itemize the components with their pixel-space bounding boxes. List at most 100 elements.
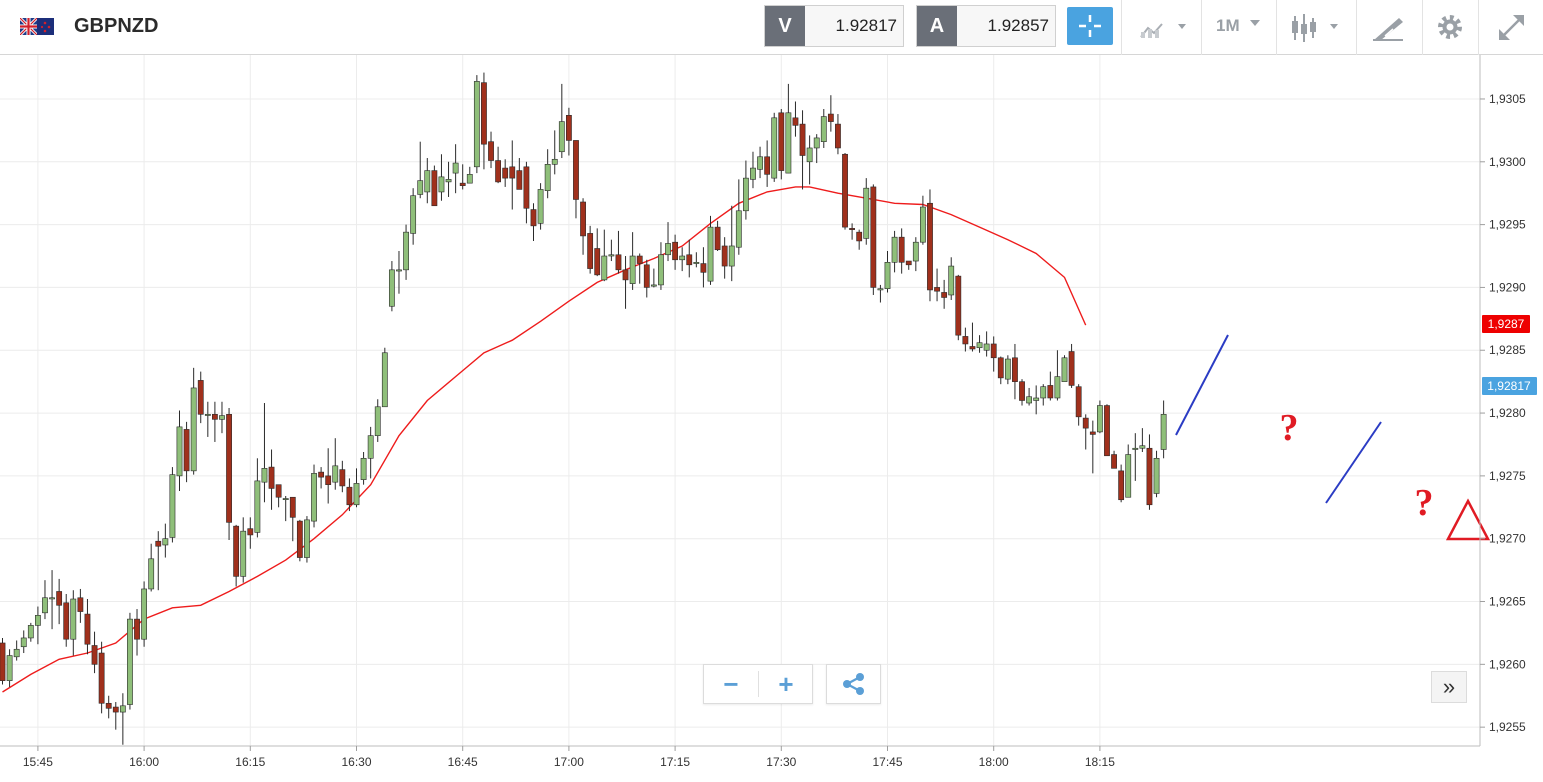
candle-body [537,189,544,224]
candle-body [275,484,282,498]
candle-body [134,618,140,640]
ma-price-badge [1482,315,1530,333]
settings-button[interactable] [1422,0,1478,55]
candle [516,158,523,190]
candle [799,110,806,190]
candle-body [197,380,204,415]
candle-body [1104,405,1110,457]
candle-body [1118,470,1125,501]
candle [1012,343,1018,400]
candle [842,152,848,230]
candle-body [84,613,91,645]
candle-body [927,202,933,291]
time-tick-label: 15:45 [23,755,53,769]
candle [268,449,275,510]
price-tick-label: 1,9285 [1489,343,1526,357]
candle [1153,450,1160,498]
candle-body [1111,454,1117,469]
candle-body [757,156,763,170]
candle-body [190,387,197,472]
candle-body [941,292,948,298]
candle-body [204,414,211,416]
candles [0,72,1167,745]
candle-body [948,265,955,296]
candle [459,164,466,190]
candle-body [1139,445,1146,449]
candle [785,83,792,174]
candle-body [636,255,643,264]
symbol-name: GBPNZD [74,15,159,37]
candle [643,259,650,298]
candle [650,268,657,288]
candle [403,224,409,280]
zoom-in-icon[interactable]: + [778,669,794,699]
timeframe-button[interactable]: 1M [1201,0,1276,55]
candle [339,460,346,493]
candle-body [1068,351,1075,386]
candle-body [13,648,20,658]
candle [473,75,480,174]
candle-body [459,182,466,186]
current-price-badge [1482,377,1537,395]
candle [934,268,940,302]
candle [792,101,799,137]
candle [820,109,827,148]
time-tick-label: 16:30 [341,755,371,769]
triangle-marker [1445,498,1491,541]
share-button[interactable] [826,664,881,704]
crosshair-button[interactable] [1067,7,1113,45]
price-tick-label: 1,9275 [1489,469,1526,483]
draw-tools-button[interactable] [1356,0,1422,55]
candle-body [346,486,353,506]
candle [565,107,572,156]
candle-body [962,336,969,345]
candle-body [898,236,905,263]
candle-body [551,158,558,165]
candle-body [374,406,381,436]
candle-body [112,706,119,713]
candle [1125,444,1132,498]
candle [431,165,438,207]
candle [1040,384,1047,406]
candle-body [105,702,112,709]
candle [42,580,48,620]
fullscreen-button[interactable] [1478,0,1543,55]
candle [1033,385,1040,415]
candle-body [919,206,926,243]
ask-box[interactable]: A 1.92857 [916,5,1056,47]
candle-body [98,652,105,704]
time-tick-label: 17:30 [766,755,796,769]
candle-body [403,231,409,271]
price-axis-labels: 1,9305 1,9300 1,9295 1,9290 1,9285 1,9280 1,92… [1480,92,1526,734]
bid-box[interactable]: V 1.92817 [764,5,904,47]
zoom-out-icon[interactable]: − [723,669,739,699]
trendline [1325,421,1382,504]
candle-style-button[interactable] [1276,0,1356,55]
candle [1146,434,1153,510]
candle-body [70,598,77,640]
crosshair-icon [1079,15,1101,37]
price-chart[interactable]: ? ? 1,9305 1,9300 1,9295 1,9290 1,9285 1,9280… [0,55,1543,782]
candle-body [360,457,367,480]
candle [877,284,884,303]
fullscreen-icon [1499,15,1524,40]
candle [91,631,98,674]
scroll-right-icon[interactable]: » [1431,671,1467,703]
candle [1054,350,1061,401]
candle-body [261,468,268,483]
candle-body [891,236,898,263]
candle [905,260,912,270]
candle [1118,464,1125,503]
candle-body [1054,376,1061,399]
chart-grid [0,55,1480,746]
time-tick-label: 16:00 [129,755,159,769]
candle-body [912,241,919,262]
candle [813,134,820,164]
candle [941,279,948,309]
candle-body [835,123,841,149]
chart-type-button[interactable] [1121,0,1201,55]
candle [311,464,317,528]
candle-body [905,260,912,266]
candle-body [141,588,147,640]
candle-body [162,538,169,546]
